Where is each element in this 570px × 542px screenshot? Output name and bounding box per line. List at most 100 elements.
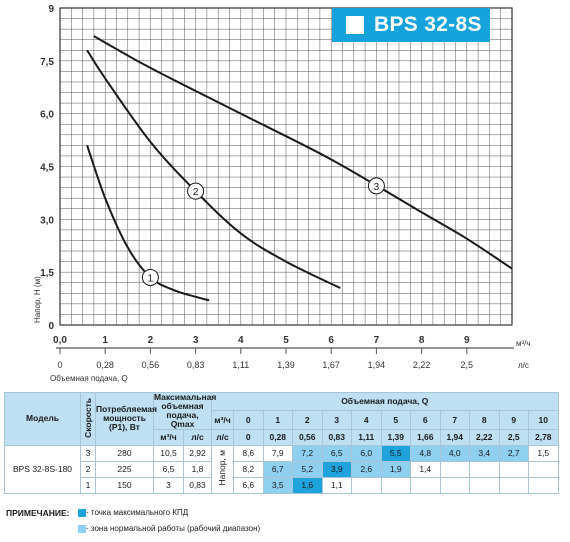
head-value-cell [498, 460, 529, 478]
power-cell: 150 [95, 476, 154, 494]
head-value-cell: 3,5 [262, 476, 293, 494]
x-tick-label-ls: 1,11 [232, 360, 249, 370]
head-value-cell: 7,2 [292, 444, 323, 462]
speed-cell: 1 [80, 476, 96, 494]
qmax-m3h-cell: 3 [153, 476, 184, 494]
curve-label-circle [187, 182, 205, 200]
curve-label-1: 1 [148, 273, 154, 284]
x-tick-label-m3h: 5 [283, 335, 289, 346]
max-eff-swatch [78, 509, 86, 517]
flow-ls-cell: 1,66 [410, 428, 441, 446]
head-value-cell: 1,9 [380, 460, 411, 478]
head-value-cell: 4,0 [439, 444, 470, 462]
x-tick-label-ls: 1,94 [368, 360, 386, 370]
qmax-ls-cell: 0,83 [183, 476, 212, 494]
head-value-cell [528, 476, 559, 494]
head-value-cell [469, 476, 500, 494]
qmax-m3h-cell: 6,5 [153, 460, 184, 478]
flow-m3h-cell: 1 [262, 410, 293, 430]
header-qmax: Максимальная объемная подача, Qmax [153, 392, 217, 430]
head-value-cell [380, 476, 411, 494]
curve-label-2: 2 [193, 187, 199, 198]
header-model: Модель [4, 392, 81, 446]
note-label: ПРИМЕЧАНИЕ: [6, 508, 70, 518]
head-value-cell: 8,6 [233, 444, 264, 462]
qmax-m3h-cell: 10,5 [153, 444, 184, 462]
head-value-cell: 2,7 [498, 444, 529, 462]
qmax-ls-cell: 1,8 [183, 460, 212, 478]
header-flow: Объемная подача, Q [211, 391, 559, 412]
x-tick-label-m3h: 9 [464, 335, 470, 346]
head-value-cell [469, 460, 500, 478]
header-speed: Скорость [80, 392, 96, 446]
curve-label-3: 3 [374, 182, 380, 193]
unit-m3h: м³/ч [211, 410, 234, 430]
y-tick-label: 7,5 [40, 57, 54, 68]
flow-ls-cell: 0,83 [321, 428, 352, 446]
x-tick-label-ls: 0 [57, 360, 62, 370]
head-value-cell [410, 476, 441, 494]
flow-m3h-cell: 8 [469, 410, 500, 430]
head-value-cell [439, 460, 470, 478]
flow-m3h-cell: 4 [351, 410, 382, 430]
head-value-cell [439, 476, 470, 494]
head-value-cell [351, 476, 382, 494]
head-value-cell: 4,8 [410, 444, 441, 462]
table-row: 1 150 3 0,83 6,6 3,5 1,6 1,1 [5, 476, 559, 494]
head-value-cell: 1,4 [410, 460, 441, 478]
head-value-cell: 2,6 [351, 460, 382, 478]
note-max-eff: - точка максимального КПД [86, 508, 189, 517]
banner-title: BPS 32-8S [374, 13, 482, 36]
head-value-cell: 8,2 [233, 460, 264, 478]
x-tick-label-m3h: 8 [419, 335, 425, 346]
flow-ls-cell: 0 [233, 428, 264, 446]
y-axis-label: Напор, Н (м) [33, 276, 42, 323]
curve-label-circle [141, 268, 159, 286]
x-tick-label-m3h: 2 [148, 335, 154, 346]
head-value-cell: 6,5 [321, 444, 352, 462]
work-zone-swatch [78, 525, 86, 533]
flow-m3h-row: м³/ч 0 1 2 3 4 5 6 7 8 9 10 [5, 410, 559, 430]
qmax-ls-cell: 2,92 [183, 444, 212, 462]
x-tick-label-ls: 2,5 [461, 360, 474, 370]
power-cell: 280 [95, 444, 154, 462]
flow-m3h-cell: 0 [233, 410, 264, 430]
flow-ls-cell: 1,39 [380, 428, 411, 446]
flow-ls-cell: 0,28 [262, 428, 293, 446]
head-value-cell: 6,0 [351, 444, 382, 462]
head-value-cell: 3,4 [469, 444, 500, 462]
speed-cell: 3 [80, 444, 96, 462]
table-row: BPS 32-8S-180 3 280 10,5 2,92 Напор, м 8,6 7,9 7… [4, 444, 559, 494]
head-value-cell: 7,9 [262, 444, 293, 462]
x-tick-label-ls: 1,67 [322, 360, 340, 370]
head-value-cell [498, 476, 529, 494]
pump-curve-chart: 0 1,5 3,0 4,5 6,0 7,5 9 Напор, Н (м) 0,0 1 2 3 4 5 6 7 8… [33, 4, 531, 383]
x-tick-label-m3h: 7 [374, 335, 380, 346]
x-tick-label-m3h: 1 [102, 335, 108, 346]
flow-m3h-cell: 5 [380, 410, 411, 430]
speed-cell: 2 [80, 460, 96, 478]
head-label-cell: Напор, м [211, 444, 234, 494]
head-value-cell: 1,1 [321, 476, 352, 494]
y-tick-label: 0 [48, 321, 54, 332]
x-axis-label: Объемная подача, Q [50, 374, 128, 383]
x-unit-m3h: м³/ч [516, 339, 531, 348]
y-tick-label: 6,0 [40, 110, 54, 121]
head-value-cell [528, 460, 559, 478]
model-cell: BPS 32-8S-180 [4, 444, 81, 494]
head-value-cell: 6,7 [262, 460, 293, 478]
y-tick-label: 3,0 [40, 215, 54, 226]
qmax-unit-ls: л/с [183, 428, 212, 446]
head-value-cell: 1,5 [528, 444, 559, 462]
flow-m3h-cell: 10 [528, 410, 559, 430]
x-tick-label-ls: 0,83 [187, 360, 205, 370]
flow-ls-cell: 1,11 [351, 428, 382, 446]
x-tick-label-ls: 0,28 [96, 360, 114, 370]
head-value-cell: 5,2 [292, 460, 323, 478]
x-unit-ls: л/с [518, 361, 529, 370]
x-tick-label-m3h: 6 [328, 335, 334, 346]
y-tick-label: 9 [48, 4, 54, 15]
curve-speed-2 [86, 49, 341, 289]
flow-ls-cell: 0,56 [292, 428, 323, 446]
qmax-unit-m3h: м³/ч [153, 428, 184, 446]
